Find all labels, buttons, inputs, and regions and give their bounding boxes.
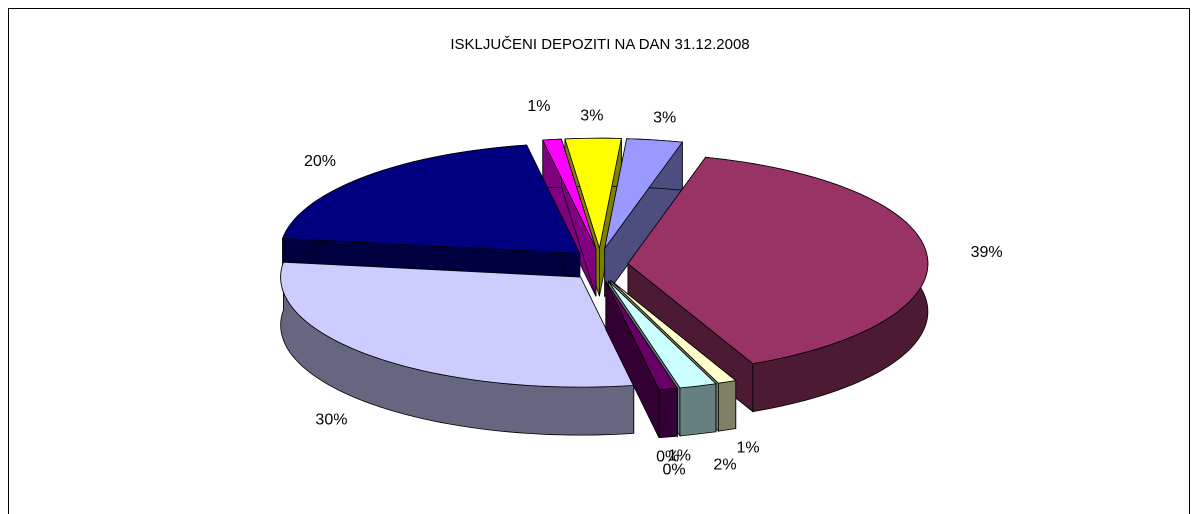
pie-slice [604,138,684,249]
data-label: 39% [971,244,1003,261]
pie-slice [280,261,635,388]
pie-slice [608,280,717,389]
data-label: 3% [580,107,603,124]
pie-slice [542,138,597,249]
pie-slice [627,156,929,365]
slice-side [717,380,737,432]
chart-title: ISKLJUČENI DEPOZITI NA DAN 31.12.2008 [450,36,749,53]
pie-slice [281,144,581,254]
slice-side [658,387,678,439]
slice-side [679,383,717,437]
pie-slice [605,281,679,391]
pie-slice [610,280,737,384]
data-label: 20% [304,153,336,170]
data-label: 3% [653,110,676,127]
data-label: 0% [656,449,679,466]
data-label: 1% [736,439,759,456]
data-label: 1% [527,98,550,115]
data-label: 2% [713,457,736,474]
data-label: 30% [315,412,347,429]
pie-slice [564,137,622,249]
data-label: 0% [662,461,685,478]
data-label: 1% [668,448,691,465]
